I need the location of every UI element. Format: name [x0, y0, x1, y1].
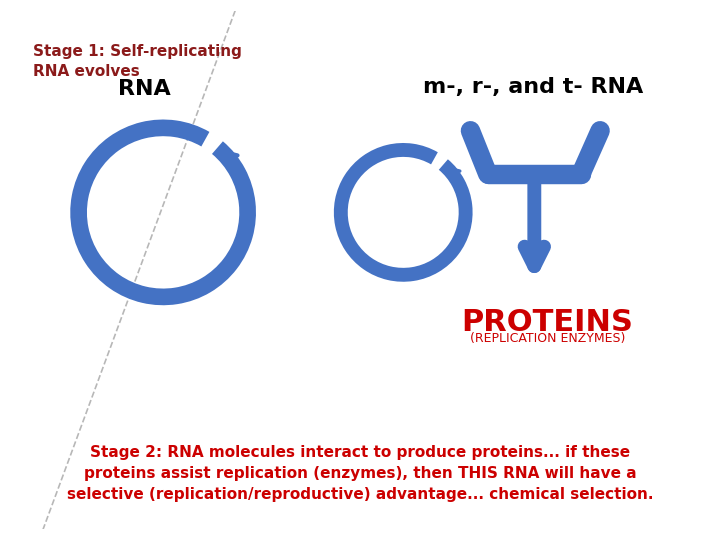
- Text: Stage 1: Self-replicating
RNA evolves: Stage 1: Self-replicating RNA evolves: [33, 44, 243, 79]
- Text: (REPLICATION ENZYMES): (REPLICATION ENZYMES): [469, 333, 625, 346]
- Text: PROTEINS: PROTEINS: [462, 308, 633, 338]
- Text: RNA: RNA: [117, 79, 171, 99]
- Text: m-, r-, and t- RNA: m-, r-, and t- RNA: [423, 77, 643, 97]
- Text: Stage 2: RNA molecules interact to produce proteins... if these
proteins assist : Stage 2: RNA molecules interact to produ…: [67, 445, 653, 502]
